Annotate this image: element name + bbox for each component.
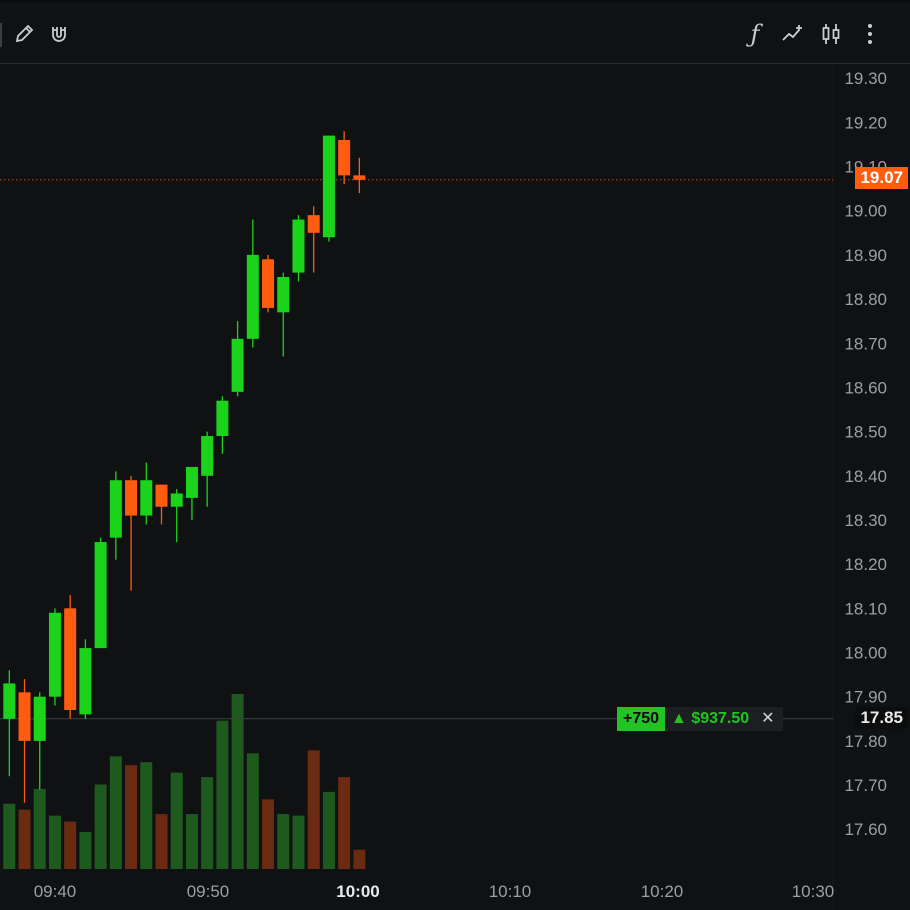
volume-bar	[18, 809, 31, 869]
candle-body	[338, 140, 351, 176]
pencil-icon[interactable]	[11, 21, 37, 47]
y-axis-tick-label: 18.80	[844, 290, 887, 309]
candle-body	[64, 608, 77, 710]
y-axis-tick-label: 18.00	[844, 644, 887, 663]
position-tag: +750 ▲ $937.50 ✕	[617, 707, 783, 731]
x-axis-tick-label: 10:20	[641, 882, 684, 901]
volume-bar	[33, 788, 46, 869]
candle-body	[216, 400, 229, 437]
x-axis-tick-label: 09:40	[34, 882, 77, 901]
volume-bar	[201, 777, 214, 869]
toolbar-divider	[0, 23, 2, 47]
candle-body	[292, 219, 305, 273]
volume-bar	[262, 799, 275, 869]
y-axis-tick-label: 18.50	[844, 423, 887, 442]
more-vertical-icon[interactable]	[857, 21, 883, 47]
volume-bar	[216, 720, 229, 869]
y-axis-tick-label: 18.70	[844, 334, 887, 353]
x-axis-tick-label: 10:10	[489, 882, 532, 901]
candle-body	[125, 480, 138, 516]
candle-body	[185, 466, 198, 498]
function-icon[interactable]: ƒ	[750, 20, 760, 48]
candle-body	[155, 484, 168, 507]
volume-bar	[3, 803, 16, 869]
candle-body	[201, 436, 214, 476]
volume-bar	[155, 814, 168, 869]
volume-bar	[170, 772, 183, 869]
candle-body	[353, 175, 366, 180]
y-axis-tick-label: 17.80	[844, 732, 887, 751]
y-axis-tick-label: 18.90	[844, 246, 887, 265]
candle-body	[109, 480, 122, 538]
chart-toolbar: ƒ	[0, 0, 910, 64]
x-axis-tick-label: 10:00	[336, 882, 379, 901]
x-axis-tick-label: 10:30	[792, 882, 835, 901]
magnet-icon[interactable]	[46, 21, 72, 47]
volume-bar	[292, 815, 305, 869]
position-quantity: +750	[617, 707, 666, 731]
volume-bar	[94, 784, 107, 869]
indicator-icon[interactable]	[780, 21, 806, 47]
y-axis-tick-label: 19.20	[844, 113, 887, 132]
volume-bar	[338, 777, 351, 869]
position-pnl: ▲ $937.50	[665, 707, 756, 731]
volume-bar	[64, 821, 77, 869]
x-axis-tick-label: 09:50	[187, 882, 230, 901]
candle-body	[48, 612, 61, 697]
volume-bar	[48, 815, 61, 869]
volume-bar	[277, 814, 290, 869]
volume-bar	[79, 831, 92, 869]
y-axis-tick-label: 18.40	[844, 467, 887, 486]
candle-body	[79, 648, 92, 715]
candle-body	[3, 683, 16, 719]
close-position-icon[interactable]: ✕	[755, 707, 783, 731]
volume-bar	[322, 791, 335, 869]
volume-bar	[185, 814, 198, 869]
candle-body	[33, 696, 46, 741]
volume-bar	[246, 753, 259, 869]
candle-body	[231, 338, 244, 392]
last-price-label: 19.07	[855, 167, 908, 189]
y-axis-tick-label: 17.70	[844, 776, 887, 795]
y-axis-tick-label: 17.90	[844, 688, 887, 707]
y-axis-tick-label: 18.10	[844, 599, 887, 618]
candle-body	[140, 480, 153, 516]
volume-bar	[125, 765, 138, 869]
y-axis-tick-label: 18.30	[844, 511, 887, 530]
candle-body	[246, 254, 259, 339]
candle-body	[262, 259, 275, 308]
candlestick-icon[interactable]	[818, 21, 844, 47]
y-axis-tick-label: 19.30	[844, 69, 887, 88]
volume-bar	[307, 750, 320, 869]
price-chart[interactable]: 19.3019.2019.1019.0018.9018.8018.7018.60…	[0, 64, 910, 910]
entry-price-label: 17.85	[855, 707, 908, 729]
volume-bar	[231, 694, 244, 869]
volume-bar	[140, 762, 153, 869]
candle-body	[277, 276, 290, 313]
y-axis-tick-label: 19.00	[844, 202, 887, 221]
candle-body	[170, 493, 183, 507]
chart-canvas[interactable]: 19.3019.2019.1019.0018.9018.8018.7018.60…	[0, 64, 910, 910]
candle-body	[94, 542, 107, 649]
candle-body	[18, 692, 31, 741]
y-axis-tick-label: 17.60	[844, 820, 887, 839]
y-axis-tick-label: 18.60	[844, 378, 887, 397]
y-axis-tick-label: 18.20	[844, 555, 887, 574]
volume-bar	[353, 849, 366, 869]
candle-body	[322, 135, 335, 238]
candle-body	[307, 215, 320, 233]
volume-bar	[109, 756, 122, 869]
